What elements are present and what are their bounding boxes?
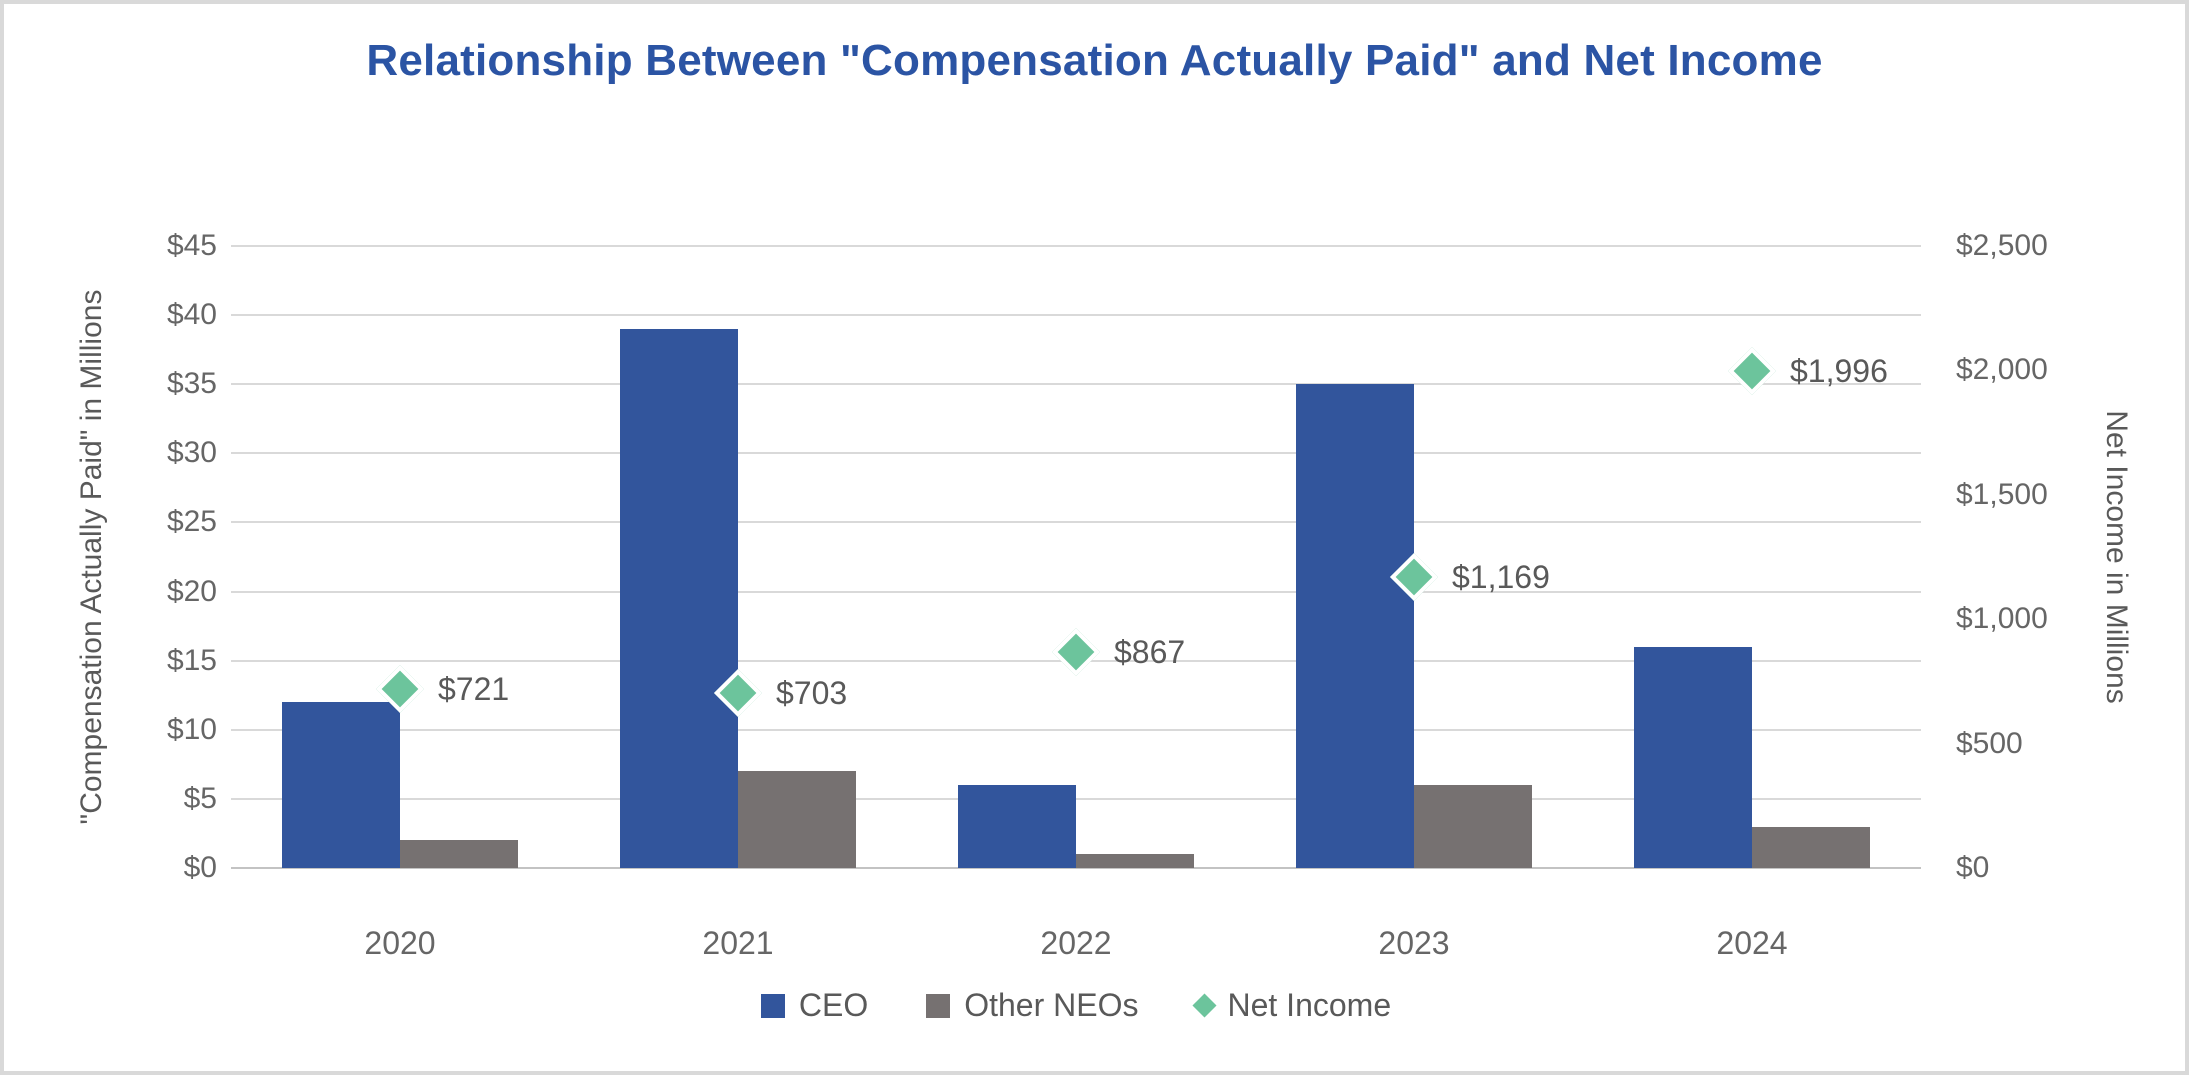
gridline-30 [231, 452, 1921, 455]
bar-ceo-2021 [620, 328, 738, 868]
bar-ceo-2024 [1634, 646, 1752, 868]
left-tick-5: $5 [183, 781, 217, 815]
bar-ceo-2023 [1296, 384, 1414, 868]
gridline-35 [231, 383, 1921, 386]
x-label-2023: 2023 [1378, 925, 1450, 961]
net-income-label-2021: $703 [776, 675, 848, 712]
net-income-marker-2024 [1727, 347, 1777, 396]
x-label-2024: 2024 [1716, 925, 1788, 961]
net-income-label-2020: $721 [438, 670, 510, 707]
gridline-40 [231, 314, 1921, 317]
left-tick-10: $10 [166, 712, 217, 746]
legend-square-icon [926, 993, 951, 1018]
right-tick-0: $0 [1956, 851, 1990, 884]
left-tick-0: $0 [183, 851, 217, 884]
left-tick-15: $15 [166, 643, 217, 677]
x-label-2022: 2022 [1040, 925, 1112, 961]
bar-ceo-2020 [282, 702, 400, 868]
right-tick-500: $500 [1956, 726, 2023, 760]
right-tick-2500: $2,500 [1956, 229, 2048, 262]
legend-item-ceo: CEO [760, 987, 869, 1024]
left-tick-40: $40 [166, 298, 217, 332]
bar-other-neos-2020 [400, 840, 518, 868]
left-tick-30: $30 [166, 436, 217, 470]
bar-ceo-2022 [958, 785, 1076, 868]
right-tick-1500: $1,500 [1956, 477, 2048, 511]
legend-item-other-neos: Other NEOs [926, 987, 1138, 1024]
x-label-2020: 2020 [364, 925, 436, 961]
gridline-0 [231, 867, 1921, 869]
net-income-label-2022: $867 [1114, 634, 1186, 671]
right-tick-2000: $2,000 [1956, 353, 2048, 387]
net-income-label-2023: $1,169 [1452, 559, 1550, 596]
gridline-25 [231, 521, 1921, 524]
right-axis-title: Net Income in Millions [2100, 410, 2133, 704]
net-income-marker-2022 [1051, 628, 1101, 677]
net-income-label-2024: $1,996 [1790, 353, 1888, 390]
left-tick-20: $20 [166, 574, 217, 608]
gridline-5 [231, 797, 1921, 800]
legend-square-icon [760, 993, 785, 1018]
gridline-10 [231, 728, 1921, 731]
left-tick-45: $45 [166, 229, 217, 262]
bar-other-neos-2023 [1414, 785, 1532, 868]
legend-item-net-income: Net Income [1192, 987, 1392, 1024]
chart-title: Relationship Between "Compensation Actua… [366, 36, 1823, 85]
gridline-45 [231, 245, 1921, 247]
legend-label: CEO [798, 987, 869, 1023]
x-label-2021: 2021 [702, 925, 774, 961]
bar-other-neos-2024 [1752, 826, 1870, 868]
legend-diamond-icon [1192, 993, 1218, 1018]
legend-label: Other NEOs [964, 987, 1139, 1023]
bar-other-neos-2021 [738, 771, 856, 868]
gridline-20 [231, 590, 1921, 593]
left-tick-35: $35 [166, 367, 217, 401]
legend: CEO Other NEOs Net Income [231, 987, 1921, 1024]
right-tick-1000: $1,000 [1956, 602, 2048, 636]
legend-label: Net Income [1227, 987, 1392, 1023]
left-tick-25: $25 [166, 505, 217, 539]
bar-other-neos-2022 [1076, 854, 1194, 868]
